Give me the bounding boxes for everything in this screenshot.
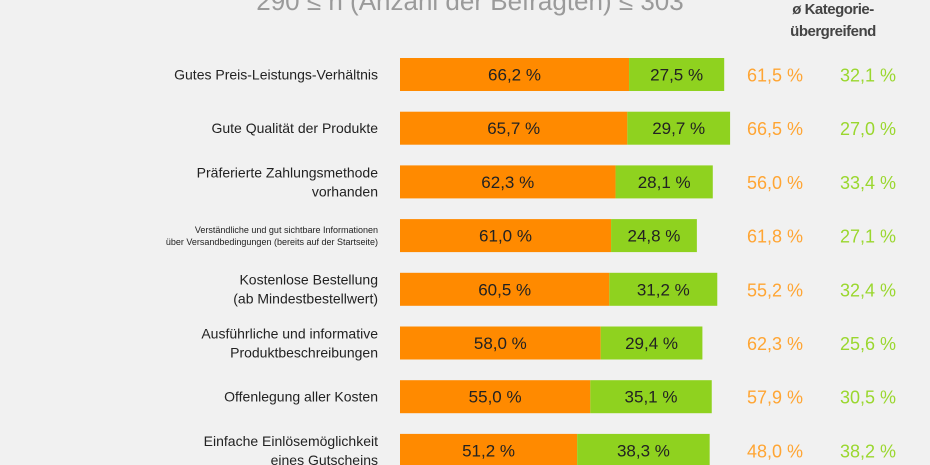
category-labels-layer: Gutes Preis-Leistungs-Verhältnis Gute Qua… (166, 66, 378, 465)
category-label-5-line-0: Ausführliche und informative (201, 325, 378, 341)
bar-value-green-5: 29,4 % (625, 334, 678, 353)
bar-value-orange-4: 60,5 % (478, 280, 531, 299)
category-label-4-line-0: Kostenlose Bestellung (239, 272, 378, 288)
category-average-green-2: 33,4 % (840, 173, 896, 193)
bar-value-orange-2: 62,3 % (481, 173, 534, 192)
bar-value-orange-6: 55,0 % (469, 388, 522, 407)
category-label-7-line-0: Einfache Einlösemöglichkeit (204, 433, 378, 449)
category-average-green-5: 25,6 % (840, 334, 896, 354)
bar-segment-green-3 (611, 219, 697, 253)
category-average-green-0: 32,1 % (840, 66, 896, 86)
category-average-green-4: 32,4 % (840, 280, 896, 300)
category-label-7-line-1: eines Gutscheins (271, 452, 378, 465)
category-average-orange-4: 55,2 % (747, 280, 803, 300)
bar-value-green-4: 31,2 % (637, 280, 690, 299)
bar-segment-green-1 (627, 111, 731, 145)
bar-segment-green-7 (577, 433, 710, 465)
category-label-3-line-1: über Versandbedingungen (bereits auf der… (166, 237, 378, 247)
bar-value-green-3: 24,8 % (627, 227, 680, 246)
category-average-green-7: 38,2 % (840, 441, 896, 461)
bar-value-orange-5: 58,0 % (474, 334, 527, 353)
category-average-orange-7: 48,0 % (747, 441, 803, 461)
category-label-6-line-0: Offenlegung aller Kosten (224, 389, 378, 405)
bar-value-green-1: 29,7 % (652, 119, 705, 138)
category-label-1-line-0: Gute Qualität der Produkte (211, 120, 378, 136)
chart-subtitle: 290 ≤ n (Anzahl der Befragten) ≤ 303 (256, 0, 684, 16)
bar-segment-orange-3 (400, 219, 612, 253)
category-label-5-line-1: Produktbeschreibungen (230, 344, 378, 360)
category-average-green-3: 27,1 % (840, 227, 896, 247)
bar-segment-green-5 (600, 326, 703, 360)
bars-layer: 66,2 % 27,5 % 65,7 % 29,7 % 62,3 % 28,1 % 61,0… (400, 58, 731, 465)
category-average-orange-0: 61,5 % (747, 66, 803, 86)
category-averages-layer: 61,5 % 32,1 % 66,5 % 27,0 % 56,0 % 33,4 % 61,8… (747, 66, 896, 462)
category-average-orange-1: 66,5 % (747, 119, 803, 139)
category-label-3-line-0: Verständliche und gut sichtbare Informat… (195, 225, 378, 235)
bar-value-orange-1: 65,7 % (487, 119, 540, 138)
bar-segment-orange-6 (400, 380, 591, 414)
category-average-orange-2: 56,0 % (747, 173, 803, 193)
bar-value-green-0: 27,5 % (650, 66, 703, 85)
category-average-orange-6: 57,9 % (747, 388, 803, 408)
bar-segment-orange-0 (400, 58, 630, 91)
bar-segment-green-0 (629, 58, 725, 91)
bar-segment-orange-5 (400, 326, 601, 360)
bar-value-green-2: 28,1 % (638, 173, 691, 192)
bar-segment-orange-1 (400, 111, 628, 145)
bar-value-orange-7: 51,2 % (462, 441, 515, 460)
category-label-4-line-1: (ab Mindestbestellwert) (233, 291, 378, 307)
bar-segment-green-4 (609, 272, 718, 306)
bar-value-orange-0: 66,2 % (488, 66, 541, 85)
bar-value-orange-3: 61,0 % (479, 227, 532, 246)
bar-segment-orange-2 (400, 165, 616, 199)
bar-value-green-7: 38,3 % (617, 441, 670, 460)
category-average-green-6: 30,5 % (840, 388, 896, 408)
category-label-0-line-0: Gutes Preis-Leistungs-Verhältnis (174, 66, 378, 82)
category-average-orange-3: 61,8 % (747, 227, 803, 247)
bar-segment-green-6 (590, 380, 712, 414)
category-average-header-line-1: ø Kategorie- (792, 1, 874, 18)
category-average-orange-5: 62,3 % (747, 334, 803, 354)
category-average-header-line-2: übergreifend (790, 23, 876, 40)
category-average-header: ø Kategorie- übergreifend (748, 0, 918, 43)
bar-segment-orange-4 (400, 272, 610, 306)
category-average-green-1: 27,0 % (840, 119, 896, 139)
bar-segment-orange-7 (400, 433, 578, 465)
category-label-2-line-0: Präferierte Zahlungsmethode (197, 164, 379, 180)
bar-value-green-6: 35,1 % (625, 388, 678, 407)
bar-segment-green-2 (615, 165, 713, 199)
category-label-2-line-1: vorhanden (312, 183, 378, 199)
